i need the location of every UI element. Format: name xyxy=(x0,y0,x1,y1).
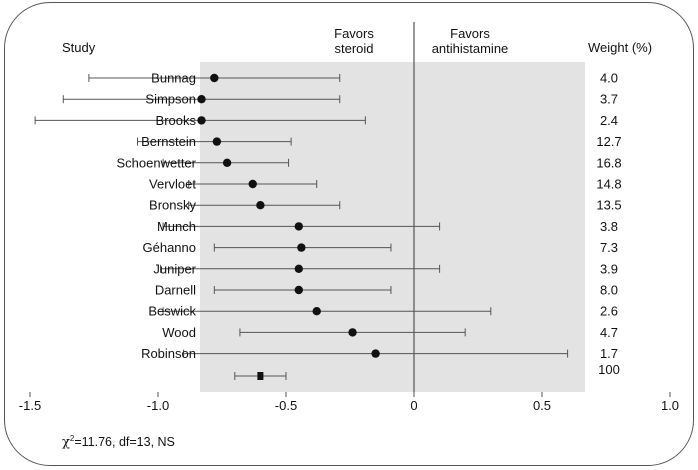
x-tick-label: 1.0 xyxy=(661,398,679,413)
estimate-point xyxy=(294,222,303,231)
study-name: Juniper xyxy=(153,261,196,276)
heterogeneity-stats: χ2=11.76, df=13, NS xyxy=(62,434,175,450)
estimate-point xyxy=(212,137,222,146)
chi-exponent: 2 xyxy=(69,434,75,443)
pooled-weight: 100 xyxy=(598,362,620,377)
study-name: Wood xyxy=(162,325,196,340)
study-name: Munch xyxy=(157,219,196,234)
study-weight: 3.8 xyxy=(600,219,618,234)
study-name: Bronsky xyxy=(149,198,196,213)
x-tick-label: 0.5 xyxy=(533,398,551,413)
favors-antihistamine-line-1: Favors xyxy=(450,26,490,41)
rounded-border xyxy=(4,2,694,466)
stats-text: =11.76, df=13, NS xyxy=(74,435,175,450)
estimate-point xyxy=(371,349,380,358)
study-name: Bernstein xyxy=(141,134,196,149)
estimate-point xyxy=(294,285,303,295)
pooled-estimate-square xyxy=(257,372,264,380)
study-name: Robinson xyxy=(141,346,196,361)
study-weight: 4.0 xyxy=(600,71,618,86)
x-tick-label: -1.5 xyxy=(19,398,41,413)
weight-column-header: Weight (%) xyxy=(588,40,653,55)
estimate-point xyxy=(197,95,206,104)
study-weight: 13.5 xyxy=(596,198,621,213)
study-name: Brooks xyxy=(156,113,197,128)
x-tick-label: -0.5 xyxy=(275,398,297,413)
favors-steroid-line-1: Favors xyxy=(334,26,374,41)
chi-symbol: χ xyxy=(62,435,70,451)
estimate-point xyxy=(297,243,306,252)
estimate-point xyxy=(348,328,357,337)
x-tick-label: -1.0 xyxy=(147,398,169,413)
estimate-point xyxy=(197,116,206,125)
plot-panel xyxy=(200,62,585,392)
study-name: Beswick xyxy=(148,304,196,319)
study-weight: 2.4 xyxy=(600,113,618,128)
study-weight: 16.8 xyxy=(596,155,621,170)
study-weight: 14.8 xyxy=(596,177,621,192)
estimate-point xyxy=(294,264,303,273)
estimate-point xyxy=(248,179,257,189)
estimate-point xyxy=(256,201,265,210)
study-weight: 8.0 xyxy=(600,283,618,298)
study-name: Schoenwetter xyxy=(117,155,197,170)
study-weight: 2.6 xyxy=(600,304,618,319)
estimate-point xyxy=(222,158,232,167)
study-name: Géhanno xyxy=(143,240,197,255)
favors-steroid-line-2: steroid xyxy=(334,41,374,56)
study-column-header: Study xyxy=(62,40,96,55)
estimate-point xyxy=(312,307,321,316)
estimate-point xyxy=(210,73,219,83)
study-weight: 12.7 xyxy=(596,134,621,149)
study-name: Vervloet xyxy=(149,177,196,192)
study-weight: 3.7 xyxy=(600,92,618,107)
favors-steroid-label: Favors steroid xyxy=(318,26,390,56)
study-weight: 4.7 xyxy=(600,325,618,340)
favors-antihistamine-label: Favors antihistamine xyxy=(420,26,520,56)
x-tick-label: 0 xyxy=(410,398,417,413)
favors-antihistamine-line-2: antihistamine xyxy=(431,41,509,56)
study-name: Darnell xyxy=(155,283,196,298)
study-weight: 1.7 xyxy=(600,346,618,361)
study-weight: 7.3 xyxy=(600,240,618,255)
study-name: Simpson xyxy=(145,92,196,107)
study-name: Bunnag xyxy=(151,71,196,86)
study-weight: 3.9 xyxy=(600,261,618,276)
